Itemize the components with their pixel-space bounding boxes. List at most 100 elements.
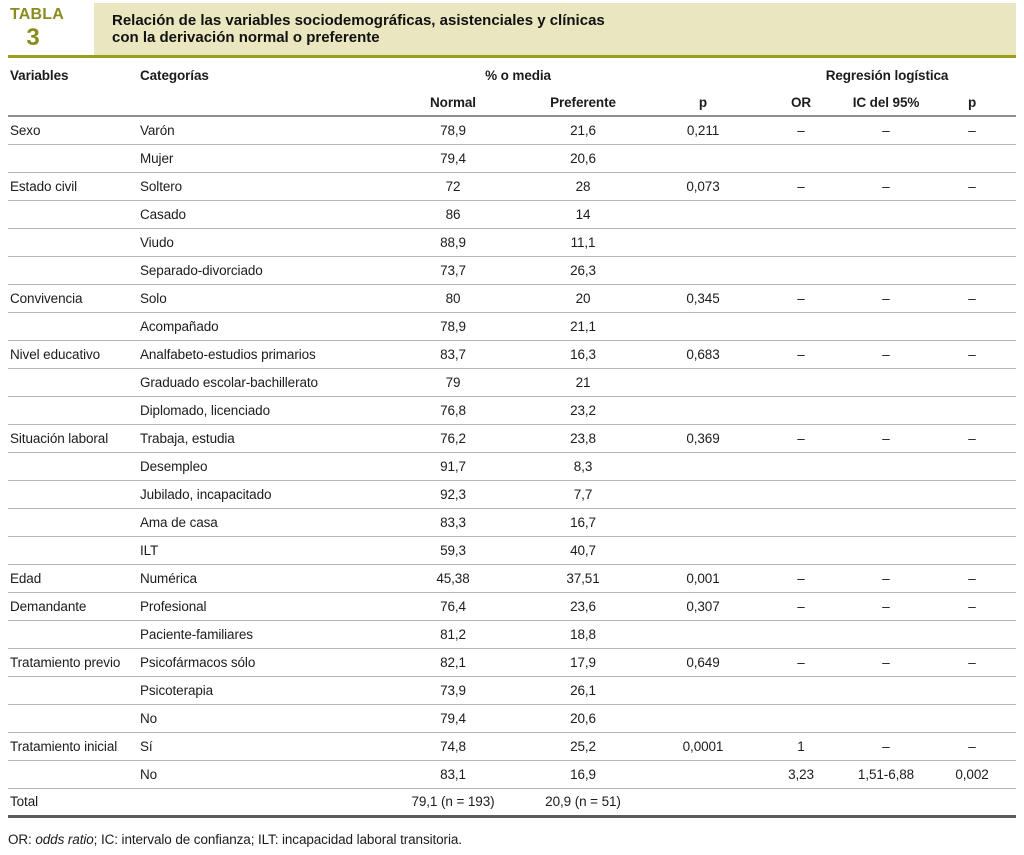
cell-ic95 [844,396,928,425]
cell-preferente: 37,51 [518,564,648,593]
cell-p2 [928,676,1017,705]
cell-preferente: 16,3 [518,340,648,369]
cell-p2 [928,480,1017,509]
cell-ic95: – [844,340,928,369]
cell-or [758,200,844,229]
group-header-row: Variables Categorías % o media Regresión… [8,60,1016,90]
cell-ic95 [844,312,928,341]
cell-variable: Nivel educativo [8,340,138,369]
cell-p [648,620,758,649]
cell-p [648,396,758,425]
col-subheader-empty-1 [8,90,138,117]
sub-header-row: Normal Preferente p OR IC del 95% p [8,90,1017,117]
cell-ic95 [844,228,928,257]
cell-preferente: 23,6 [518,592,648,621]
cell-ic95: – [844,592,928,621]
cell-variable [8,676,138,705]
cell-normal: 80 [388,284,518,313]
table-row: Tratamiento inicial Sí 74,8 25,2 0,0001 1– – [8,732,1017,761]
cell-normal: 82,1 [388,648,518,677]
cell-category: Sí [138,732,388,761]
cell-or [758,508,844,537]
cell-category: Separado-divorciado [138,256,388,285]
cell-preferente: 21,1 [518,312,648,341]
cell-ic95 [844,200,928,229]
header-divider [8,55,1016,58]
cell-preferente: 23,8 [518,424,648,453]
cell-variable: Tratamiento previo [8,648,138,677]
cell-preferente: 17,9 [518,648,648,677]
cell-variable [8,228,138,257]
cell-ic95 [844,144,928,173]
cell-variable [8,760,138,789]
table-row: Nivel educativo Analfabeto-estudios prima… [8,340,1017,369]
cell-p2 [928,144,1017,173]
cell-variable [8,144,138,173]
cell-or [758,312,844,341]
cell-variable [8,536,138,565]
footnote-part2: ; IC: intervalo de confianza; ILT: incap… [93,831,462,847]
cell-p [648,144,758,173]
cell-normal: 72 [388,172,518,201]
table-label: TABLA 3 [8,3,94,55]
cell-p2 [928,368,1017,397]
cell-or [758,676,844,705]
cell-normal: 83,3 [388,508,518,537]
cell-p [648,256,758,285]
table-row: Situación laboral Trabaja, estudia 76,2 23,… [8,424,1017,453]
cell-preferente: 21 [518,368,648,397]
cell-variable: Total [8,788,138,818]
table-row: Tratamiento previo Psicofármacos sólo 82,1… [8,648,1017,677]
table-row: Desempleo 91,7 8,3 [8,452,1017,481]
cell-category: Acompañado [138,312,388,341]
table-foot: Total 79,1 (n = 193) 20,9 (n = 51) [8,788,1017,818]
cell-p [648,704,758,733]
cell-variable [8,200,138,229]
cell-ic95 [844,508,928,537]
table-title-line1: Relación de las variables sociodemográfi… [112,12,605,29]
cell-or [758,228,844,257]
cell-category: Psicofármacos sólo [138,648,388,677]
cell-category: Analfabeto-estudios primarios [138,340,388,369]
table-title-line2: con la derivación normal o preferente [112,29,380,46]
cell-category: Mujer [138,144,388,173]
table-row: Jubilado, incapacitado 92,3 7,7 [8,480,1017,509]
table-row: Viudo 88,9 11,1 [8,228,1017,257]
cell-p: 0,0001 [648,732,758,761]
cell-variable: Situación laboral [8,424,138,453]
cell-ic95: – [844,172,928,201]
cell-p [648,200,758,229]
cell-category: Viudo [138,228,388,257]
cell-p2: – [928,116,1017,145]
cell-preferente: 25,2 [518,732,648,761]
cell-or: – [758,648,844,677]
cell-normal: 45,38 [388,564,518,593]
cell-or [758,256,844,285]
table-row: ILT 59,3 40,7 [8,536,1017,565]
cell-variable: Demandante [8,592,138,621]
cell-ic95 [844,536,928,565]
cell-ic95 [844,256,928,285]
total-row: Total 79,1 (n = 193) 20,9 (n = 51) [8,788,1017,818]
col-header-p2: p [928,90,1017,117]
cell-or: 1 [758,732,844,761]
col-subheader-empty-2 [138,90,388,117]
table-row: Mujer 79,4 20,6 [8,144,1017,173]
cell-or [758,620,844,649]
cell-p [648,536,758,565]
cell-p2: – [928,732,1017,761]
col-header-p1: p [648,90,758,117]
table-label-word: TABLA [10,6,65,23]
cell-category: Paciente-familiares [138,620,388,649]
col-group-regresion: Regresión logística [825,67,949,83]
cell-preferente: 14 [518,200,648,229]
cell-normal: 81,2 [388,620,518,649]
cell-ic95 [844,368,928,397]
cell-preferente: 26,1 [518,676,648,705]
cell-category: Solo [138,284,388,313]
cell-preferente: 18,8 [518,620,648,649]
cell-or [758,788,844,818]
col-header-variables: Variables [10,67,69,83]
cell-preferente: 20,9 (n = 51) [518,788,648,818]
